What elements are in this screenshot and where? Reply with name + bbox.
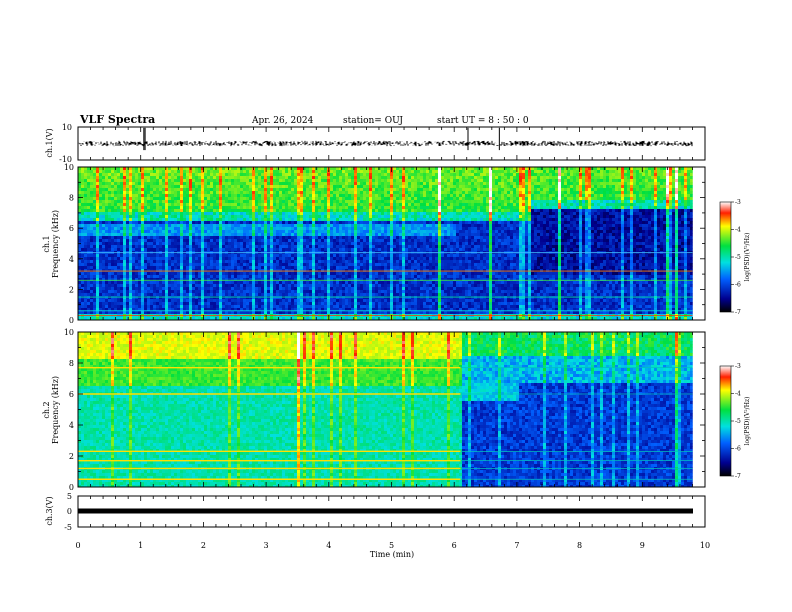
colorbar-tick-label: -5 xyxy=(735,418,741,425)
x-tick-label: 9 xyxy=(640,541,645,550)
x-tick-label: 0 xyxy=(75,541,80,550)
spec-ytick-label: 10 xyxy=(64,163,74,172)
colorbar-ch1: -3 -4 -5 -6 -7 log(PSD)(V²/Hz) xyxy=(719,199,751,316)
panel-ch2-spectrogram: 0 2 4 6 8 10 ch.2 Frequency (kHz) xyxy=(42,328,706,492)
colorbar-tick-label: -4 xyxy=(735,227,741,234)
spec-ytick-label: 10 xyxy=(64,328,74,337)
x-tick-label: 10 xyxy=(700,541,710,550)
spec-ytick-label: 8 xyxy=(69,194,74,203)
figure-title: VLF Spectra xyxy=(79,113,155,126)
ch2-spec-ylabel-frequency: Frequency (kHz) xyxy=(51,376,60,444)
ch1-waveform-line xyxy=(77,140,693,147)
x-tick-label: 4 xyxy=(326,541,331,550)
colorbar-tick-label: -7 xyxy=(735,309,741,316)
header-station: station= OUJ xyxy=(343,116,403,126)
x-tick-label: 2 xyxy=(201,541,206,550)
ch1-ytick-bottom: -10 xyxy=(59,155,72,164)
colorbar-tick-label: -4 xyxy=(735,391,741,398)
colorbar-tick-label: -3 xyxy=(735,363,741,370)
x-tick-label: 6 xyxy=(452,541,457,550)
colorbar-tick-label: -6 xyxy=(735,282,741,289)
colorbar-tick-label: -7 xyxy=(735,473,741,480)
x-tick-label: 3 xyxy=(264,541,269,550)
spec-ytick-label: 8 xyxy=(69,359,74,368)
x-tick-label: 7 xyxy=(514,541,519,550)
spec-ytick-label: 4 xyxy=(69,255,74,264)
x-tick-label: 1 xyxy=(138,541,143,550)
ch1-spec-ylabel-frequency: Frequency (kHz) xyxy=(51,210,60,278)
spec-ytick-label: 0 xyxy=(69,316,74,325)
spec-ytick-label: 6 xyxy=(69,390,74,399)
panel-ch1-spectrogram: 0 2 4 6 8 10 ch.1 Frequency (kHz) xyxy=(42,163,706,325)
spec-ytick-label: 2 xyxy=(69,285,74,294)
colorbar-tick-label: -6 xyxy=(735,446,741,453)
colorbar-ch2: -3 -4 -5 -6 -7 log(PSD)(V²/Hz) xyxy=(719,363,751,480)
ch1-wave-ylabel: ch.1(V) xyxy=(45,128,54,157)
ch3-wave-ylabel: ch.3(V) xyxy=(45,496,54,525)
x-axis-label: Time (min) xyxy=(370,550,414,559)
ch3-ytick-top: 5 xyxy=(67,492,72,501)
panel-ch1-waveform: 10 -10 ch.1(V) xyxy=(45,123,706,164)
ch3-waveform-line xyxy=(78,508,693,514)
x-tick-label: 5 xyxy=(389,541,394,550)
header-start-time: start UT = 8 : 50 : 0 xyxy=(437,116,529,126)
spec-ytick-label: 2 xyxy=(69,452,74,461)
colorbar-tick-label: -5 xyxy=(735,254,741,261)
spec-ytick-label: 0 xyxy=(69,483,74,492)
panel-ch3-waveform: 5 0 -5 ch.3(V) 0 1 2 3 4 5 6 7 8 9 10 Time (min) xyxy=(45,492,710,559)
ch3-ytick-mid: 0 xyxy=(67,507,72,516)
header-date: Apr. 26, 2024 xyxy=(251,116,314,126)
colorbar-ch1-label: log(PSD)(V²/Hz) xyxy=(744,233,751,282)
colorbar-tick-label: -3 xyxy=(735,199,741,206)
ch1-spec-ylabel-channel: ch.1 xyxy=(42,235,51,252)
ch2-spec-ylabel-channel: ch.2 xyxy=(42,401,51,418)
x-tick-label: 8 xyxy=(577,541,582,550)
spec-ytick-label: 6 xyxy=(69,224,74,233)
colorbar-ch2-label: log(PSD)(V²/Hz) xyxy=(744,397,751,446)
spec-ytick-label: 4 xyxy=(69,421,74,430)
ch1-ytick-top: 10 xyxy=(62,123,72,132)
ch3-ytick-bottom: -5 xyxy=(64,523,72,532)
